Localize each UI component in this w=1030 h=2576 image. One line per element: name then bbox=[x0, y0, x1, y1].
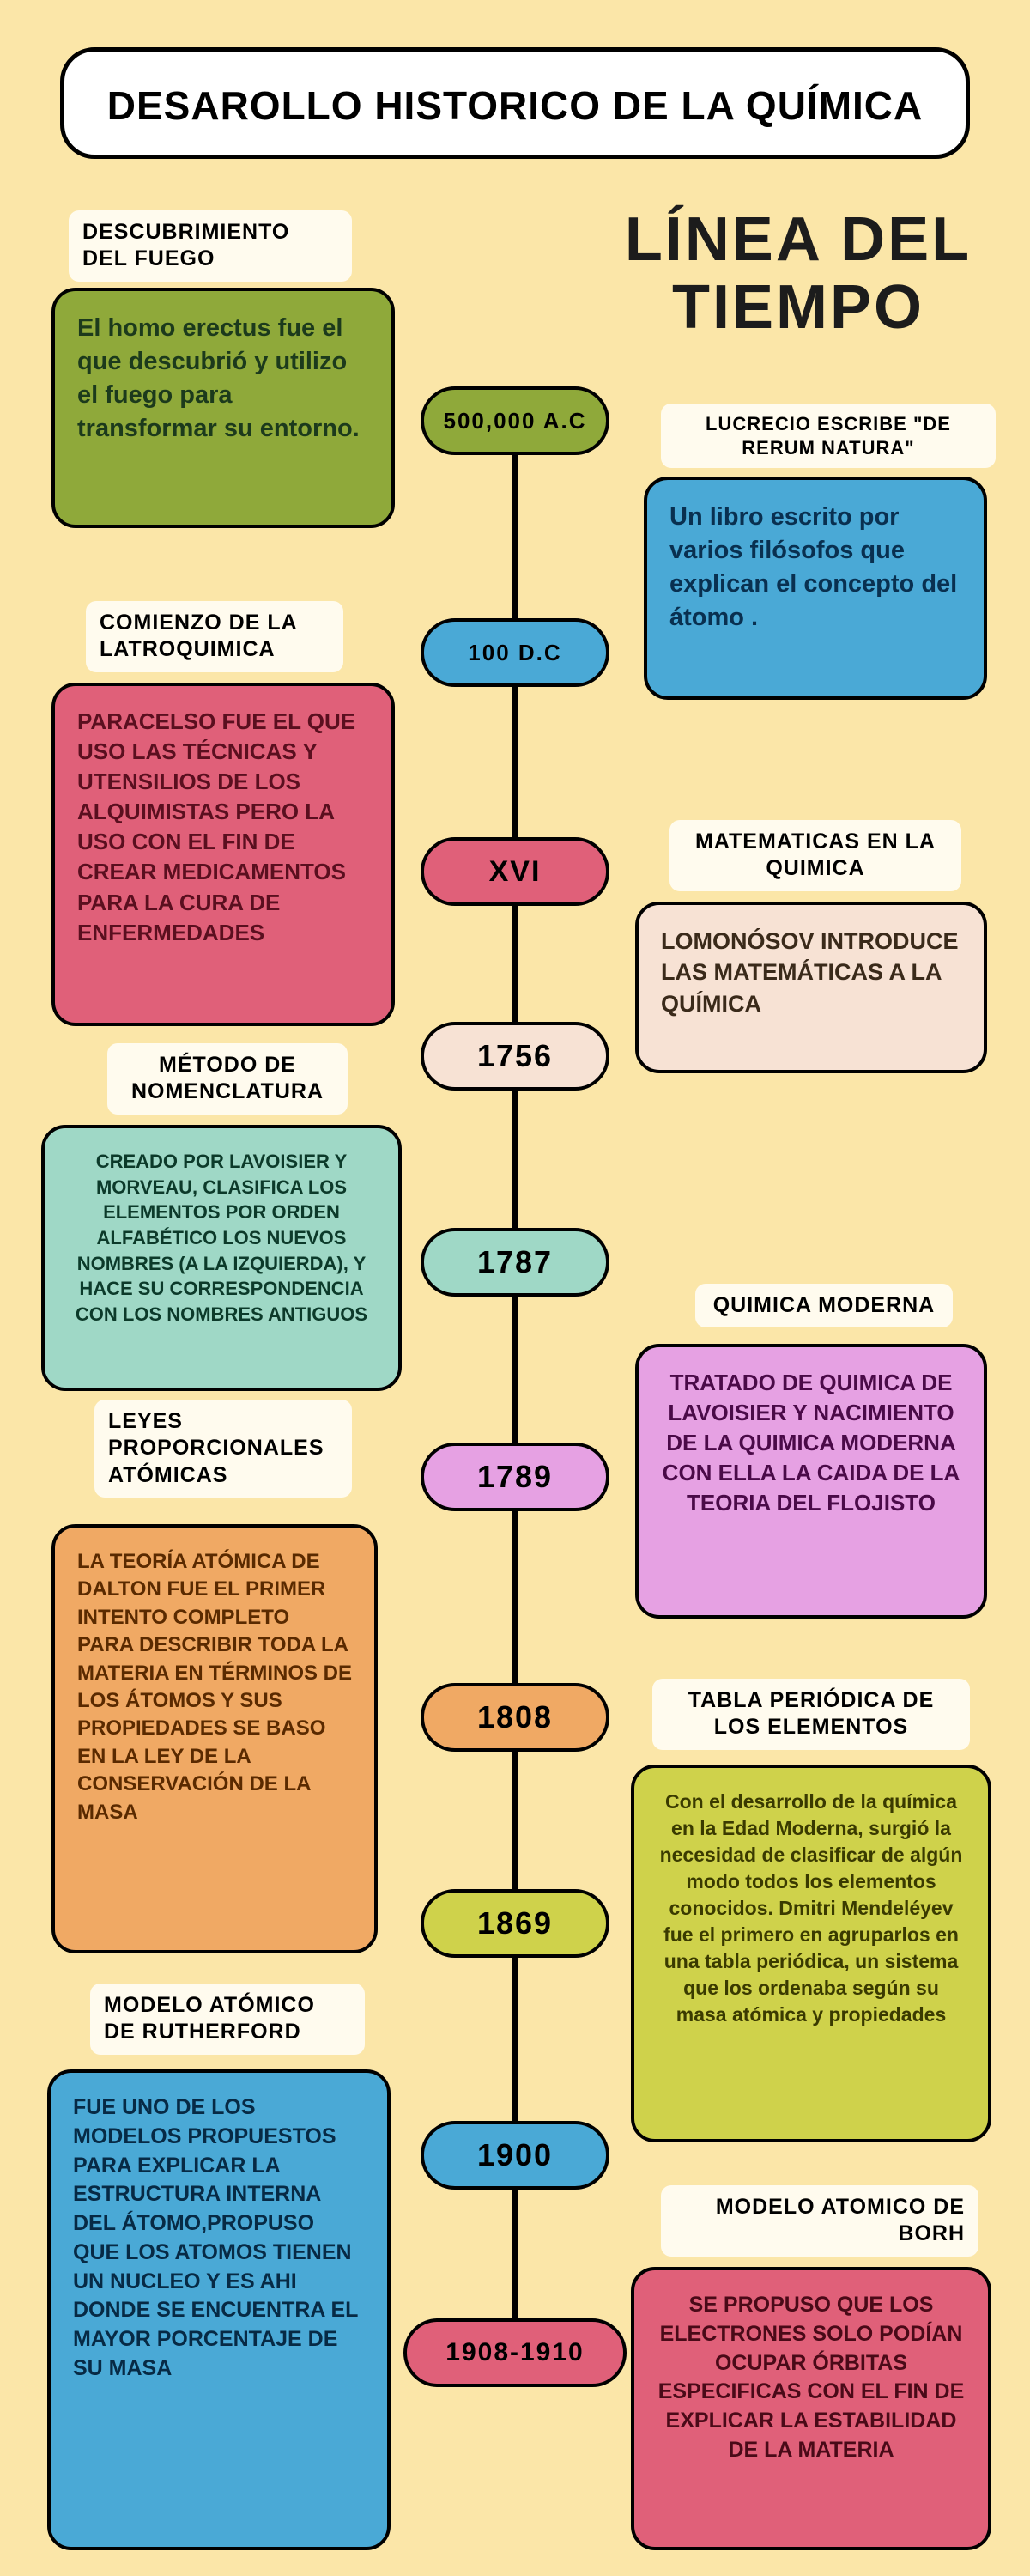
date-pill: 1756 bbox=[421, 1022, 609, 1091]
event-card: El homo erectus fue el que descubrió y u… bbox=[52, 288, 395, 528]
event-tag: DESCUBRIMIENTO DEL FUEGO bbox=[69, 210, 352, 282]
date-pill: 100 D.C bbox=[421, 618, 609, 687]
date-pill: XVI bbox=[421, 837, 609, 906]
timeline-spine bbox=[512, 421, 518, 2370]
event-tag: TABLA PERIÓDICA DE LOS ELEMENTOS bbox=[652, 1679, 970, 1750]
main-title: DESAROLLO HISTORICO DE LA QUÍMICA bbox=[60, 47, 970, 159]
date-pill: 1789 bbox=[421, 1443, 609, 1511]
date-pill: 1908-1910 bbox=[403, 2318, 627, 2387]
event-card: TRATADO DE QUIMICA DE LAVOISIER Y NACIMI… bbox=[635, 1344, 987, 1619]
event-card: LOMONÓSOV INTRODUCE LAS MATEMÁTICAS A LA… bbox=[635, 902, 987, 1073]
event-card: SE PROPUSO QUE LOS ELECTRONES SOLO PODÍA… bbox=[631, 2267, 991, 2550]
event-tag: LUCRECIO ESCRIBE "DE RERUM NATURA" bbox=[661, 404, 996, 468]
event-card: PARACELSO FUE EL QUE USO LAS TÉCNICAS Y … bbox=[52, 683, 395, 1026]
date-pill: 500,000 A.C bbox=[421, 386, 609, 455]
sub-title: LÍNEA DEL TIEMPO bbox=[601, 206, 996, 342]
infographic-canvas: DESAROLLO HISTORICO DE LA QUÍMICA LÍNEA D… bbox=[0, 0, 1030, 2576]
event-card: LA TEORÍA ATÓMICA DE DALTON FUE EL PRIME… bbox=[52, 1524, 378, 1953]
date-pill: 1900 bbox=[421, 2121, 609, 2190]
event-tag: QUIMICA MODERNA bbox=[695, 1284, 953, 1327]
date-pill: 1869 bbox=[421, 1889, 609, 1958]
date-pill: 1787 bbox=[421, 1228, 609, 1297]
event-tag: MODELO ATOMICO DE BORH bbox=[661, 2185, 978, 2257]
event-card: CREADO POR LAVOISIER Y MORVEAU, CLASIFIC… bbox=[41, 1125, 402, 1391]
event-tag: MATEMATICAS EN LA QUIMICA bbox=[670, 820, 961, 891]
event-card: FUE UNO DE LOS MODELOS PROPUESTOS PARA E… bbox=[47, 2069, 391, 2550]
event-card: Con el desarrollo de la química en la Ed… bbox=[631, 1765, 991, 2142]
event-tag: COMIENZO DE LA LATROQUIMICA bbox=[86, 601, 343, 672]
event-tag: LEYES PROPORCIONALES ATÓMICAS bbox=[94, 1400, 352, 1498]
event-tag: MÉTODO DE NOMENCLATURA bbox=[107, 1043, 348, 1115]
event-card: Un libro escrito por varios filósofos qu… bbox=[644, 477, 987, 700]
event-tag: MODELO ATÓMICO DE RUTHERFORD bbox=[90, 1984, 365, 2055]
date-pill: 1808 bbox=[421, 1683, 609, 1752]
